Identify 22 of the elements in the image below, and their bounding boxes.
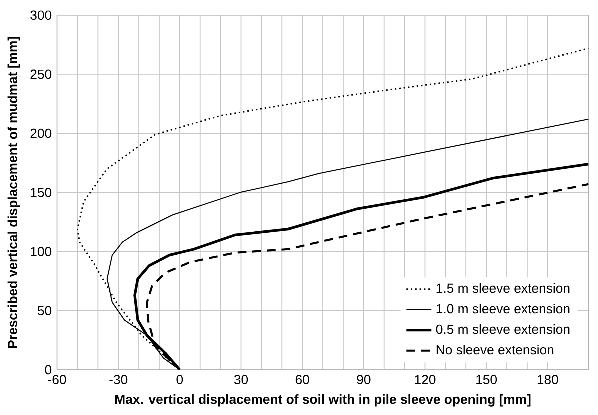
y-axis-title: Prescribed vertical displacement of mudmat [mm] [8,37,20,348]
x-tick-label: -60 [48,375,66,385]
legend-label: No sleeve extension [436,345,554,355]
legend-label: 0.5 m sleeve extension [436,324,570,334]
x-tick-label: 0 [176,375,184,385]
y-tick-label: 150 [31,188,52,198]
x-tick-label: 120 [415,375,436,385]
y-tick-label: 300 [30,10,52,20]
legend-label: 1.0 m sleeve extension [436,304,570,314]
y-tick-label: 200 [30,129,52,138]
x-tick-label: 60 [296,375,310,385]
x-tick-label: -30 [110,375,128,385]
y-tick-label: 0 [45,365,52,375]
legend-label: 1.5 m sleeve extension [436,284,570,294]
y-tick-label: 250 [30,70,52,80]
x-tick-label: 150 [476,375,498,385]
x-tick-label: 180 [538,375,558,385]
x-tick-label: 90 [357,375,371,385]
x-tick-label: 30 [234,375,248,385]
y-tick-label: 100 [31,247,52,257]
y-tick-label: 50 [38,306,52,316]
x-axis-title: Max. vertical displacement of soil with in pile sleeve opening [mm] [115,394,531,408]
